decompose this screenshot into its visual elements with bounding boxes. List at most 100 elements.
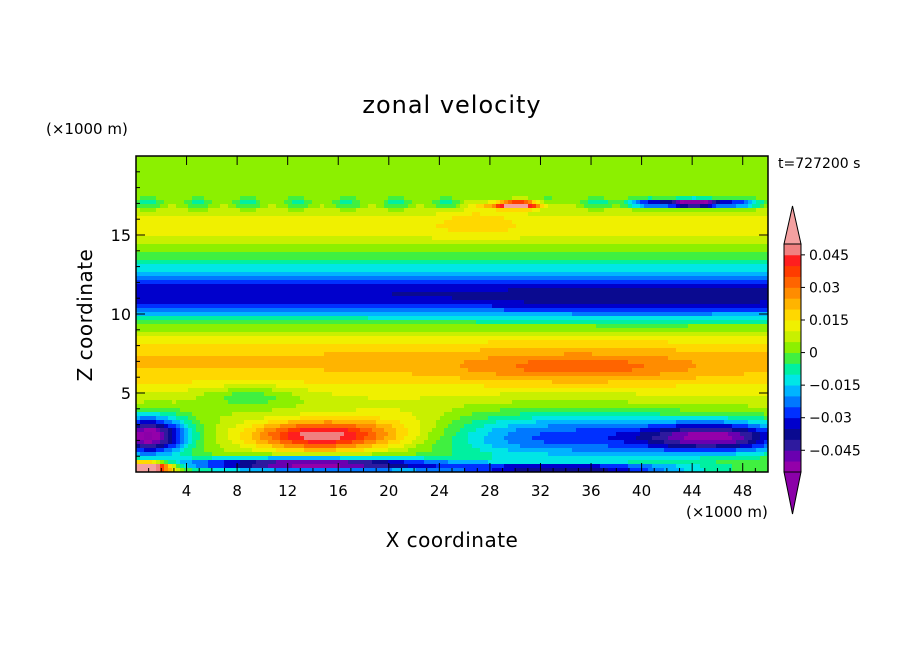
heatmap-cell (708, 252, 713, 257)
heatmap-cell (720, 256, 725, 261)
heatmap-cell (268, 192, 273, 197)
heatmap-cell (400, 200, 405, 205)
heatmap-cell (668, 184, 673, 189)
heatmap-cell (556, 236, 561, 241)
heatmap-cell (724, 268, 729, 273)
heatmap-cell (496, 228, 501, 233)
heatmap-cell (484, 160, 489, 165)
heatmap-cell (180, 168, 185, 173)
heatmap-cell (352, 172, 357, 177)
heatmap-cell (384, 264, 389, 269)
heatmap-cell (604, 268, 609, 273)
heatmap-cell (340, 240, 345, 245)
heatmap-cell (612, 216, 617, 221)
heatmap-cell (636, 248, 641, 253)
heatmap-cell (224, 252, 229, 257)
heatmap-cell (520, 212, 525, 217)
heatmap-cell (624, 276, 629, 281)
heatmap-cell (544, 228, 549, 233)
heatmap-cell (752, 196, 757, 201)
heatmap-cell (412, 228, 417, 233)
heatmap-cell (456, 240, 461, 245)
heatmap-cell (220, 216, 225, 221)
heatmap-cell (644, 276, 649, 281)
heatmap-cell (632, 260, 637, 265)
heatmap-cell (484, 260, 489, 265)
heatmap-cell (492, 260, 497, 265)
heatmap-cell (728, 172, 733, 177)
heatmap-cell (216, 188, 221, 193)
heatmap-cell (248, 176, 253, 181)
heatmap-cell (240, 240, 245, 245)
heatmap-cell (540, 164, 545, 169)
heatmap-cell (736, 240, 741, 245)
heatmap-cell (200, 180, 205, 185)
heatmap-cell (552, 228, 557, 233)
heatmap-cell (196, 176, 201, 181)
heatmap-cell (336, 232, 341, 237)
heatmap-cell (636, 224, 641, 229)
heatmap-cell (572, 240, 577, 245)
heatmap-cell (568, 272, 573, 277)
heatmap-cell (264, 184, 269, 189)
heatmap-cell (652, 248, 657, 253)
heatmap-cell (420, 220, 425, 225)
heatmap-cell (720, 184, 725, 189)
heatmap-cell (300, 172, 305, 177)
heatmap-cell (636, 264, 641, 269)
heatmap-cell (544, 268, 549, 273)
heatmap-cell (688, 272, 693, 277)
heatmap-cell (264, 236, 269, 241)
heatmap-cell (628, 160, 633, 165)
heatmap-cell (348, 244, 353, 249)
heatmap-cell (244, 176, 249, 181)
heatmap-cell (288, 176, 293, 181)
heatmap-cell (544, 156, 549, 161)
heatmap-cell (292, 260, 297, 265)
heatmap-cell (160, 272, 165, 277)
heatmap-cell (704, 216, 709, 221)
heatmap-cell (272, 280, 277, 285)
heatmap-cell (716, 184, 721, 189)
heatmap-cell (256, 172, 261, 177)
heatmap-cell (656, 260, 661, 265)
heatmap-cell (580, 260, 585, 265)
heatmap-cell (740, 264, 745, 269)
heatmap-cell (260, 172, 265, 177)
heatmap-cell (572, 228, 577, 233)
heatmap-cell (612, 244, 617, 249)
heatmap-cell (488, 224, 493, 229)
heatmap-cell (404, 264, 409, 269)
heatmap-cell (336, 228, 341, 233)
heatmap-cell (596, 176, 601, 181)
heatmap-cell (236, 264, 241, 269)
heatmap-cell (520, 216, 525, 221)
heatmap-cell (464, 272, 469, 277)
heatmap-cell (436, 188, 441, 193)
heatmap-cell (292, 204, 297, 209)
heatmap-cell (252, 176, 257, 181)
heatmap-cell (524, 272, 529, 277)
heatmap-cell (196, 220, 201, 225)
heatmap-cell (468, 268, 473, 273)
heatmap-cell (748, 232, 753, 237)
heatmap-cell (256, 192, 261, 197)
heatmap-cell (316, 212, 321, 217)
heatmap-cell (668, 176, 673, 181)
heatmap-cell (484, 168, 489, 173)
heatmap-cell (240, 260, 245, 265)
heatmap-cell (404, 164, 409, 169)
heatmap-cell (332, 164, 337, 169)
heatmap-cell (252, 180, 257, 185)
heatmap-cell (672, 232, 677, 237)
heatmap-cell (280, 188, 285, 193)
heatmap-cell (600, 160, 605, 165)
heatmap-cell (204, 260, 209, 265)
heatmap-cell (648, 252, 653, 257)
heatmap-cell (304, 256, 309, 261)
heatmap-cell (468, 260, 473, 265)
heatmap-cell (140, 156, 145, 161)
heatmap-cell (764, 244, 768, 249)
heatmap-cell (568, 224, 573, 229)
heatmap-cell (196, 184, 201, 189)
